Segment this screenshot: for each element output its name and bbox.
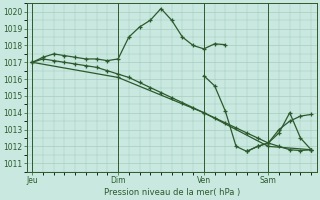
X-axis label: Pression niveau de la mer( hPa ): Pression niveau de la mer( hPa ) xyxy=(104,188,240,197)
